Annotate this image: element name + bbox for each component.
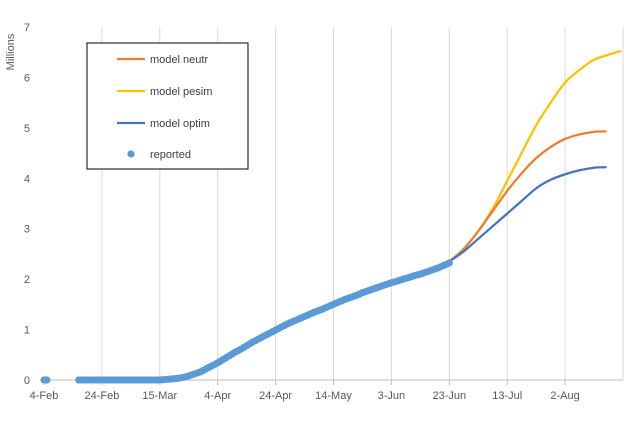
x-tick-label: 24-Feb (84, 390, 119, 402)
y-tick-label: 7 (24, 22, 30, 34)
legend-label: model neutr (150, 54, 208, 66)
y-tick-label: 2 (24, 274, 30, 286)
y-tick-label: 1 (24, 325, 30, 337)
legend: model neutr model pesim model optim reporte… (86, 42, 249, 170)
y-tick-label: 3 (24, 224, 30, 236)
x-tick-label: 2-Aug (550, 390, 579, 402)
legend-label: model optim (150, 118, 210, 130)
y-tick-label: 0 (24, 375, 30, 387)
series-lines (448, 50, 622, 263)
y-axis: 0 1 2 3 4 5 6 7 (24, 22, 30, 387)
reported-point (43, 376, 51, 384)
y-tick-label: 4 (24, 173, 30, 185)
legend-box (86, 42, 249, 170)
legend-swatch-reported (127, 150, 135, 158)
y-axis-label: Millions (5, 33, 17, 70)
reported-point (445, 259, 453, 267)
x-tick-label: 13-Jul (492, 390, 522, 402)
x-tick-label: 4-Apr (204, 390, 231, 402)
x-tick-label: 4-Feb (30, 390, 59, 402)
x-tick-label: 14-May (315, 390, 352, 402)
series-line-model-pesim (448, 50, 622, 263)
legend-label: model pesim (150, 86, 212, 98)
x-tick-label: 23-Jun (432, 390, 466, 402)
x-tick-label: 3-Jun (378, 390, 406, 402)
y-tick-label: 6 (24, 72, 30, 84)
legend-label: reported (150, 149, 191, 161)
series-markers (40, 259, 453, 384)
x-axis: 4-Feb 24-Feb 15-Mar 4-Apr 24-Apr 14-May 3-Jun 2… (30, 379, 623, 402)
x-tick-label: 24-Apr (259, 390, 292, 402)
x-tick-label: 15-Mar (142, 390, 177, 402)
series-line-model-optim (448, 166, 607, 263)
series-line-model-neutr (448, 130, 607, 263)
y-tick-label: 5 (24, 123, 30, 135)
